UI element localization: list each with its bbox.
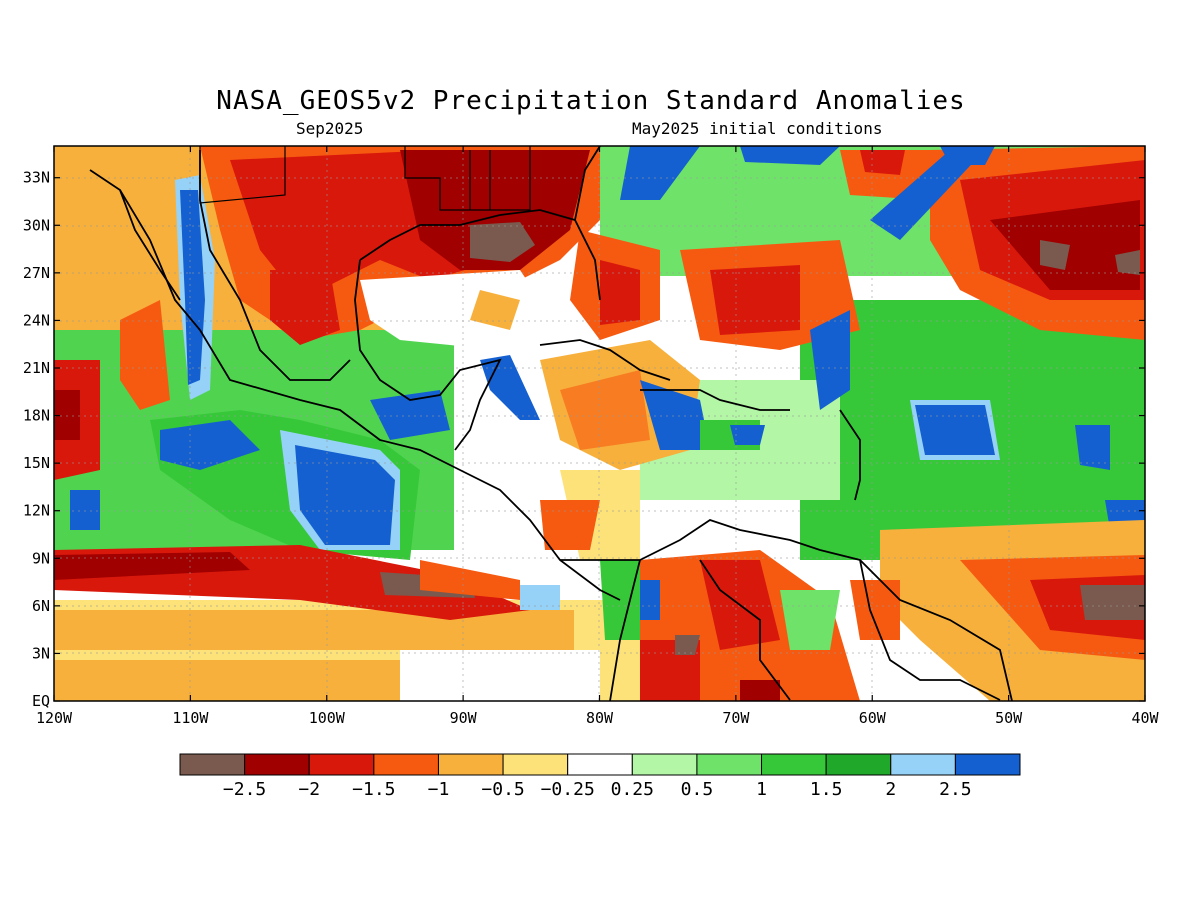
colorbar-label: −1 (428, 779, 450, 800)
colorbar-swatch (631, 753, 698, 776)
colorbar-swatch (825, 753, 892, 776)
longitude-tick-label: 110W (172, 709, 209, 727)
colorbar-label: −2 (298, 779, 320, 800)
colorbar-label: −1.5 (352, 779, 395, 800)
latitude-tick-label: 24N (23, 311, 50, 329)
latitude-tick-label: 21N (23, 359, 50, 377)
colorbar-label: 1.5 (810, 779, 843, 800)
colorbar-swatch (244, 753, 310, 776)
colorbar-label: 2 (885, 779, 896, 800)
valid-month-label: Sep2025 (296, 119, 364, 138)
colorbar-label: −0.5 (481, 779, 524, 800)
colorbar-label: −2.5 (223, 779, 266, 800)
longitude-axis: 120W 110W 100W 90W 80W 70W 60W 50W 40W (36, 146, 1160, 727)
latitude-tick-label: 33N (23, 169, 50, 187)
latitude-tick-label: 15N (23, 454, 50, 472)
latitude-tick-label: 6N (32, 597, 50, 615)
map-gridlines (54, 146, 1145, 701)
latitude-axis: EQ 3N 6N 9N 12N 15N 18N 21N 24N 27N 30N 33N (23, 169, 1145, 710)
longitude-tick-label: 100W (309, 709, 346, 727)
longitude-tick-label: 50W (995, 709, 1023, 727)
colorbar-label: 0.25 (611, 779, 654, 800)
latitude-tick-label: 27N (23, 264, 50, 282)
longitude-tick-label: 40W (1131, 709, 1159, 727)
colorbar-swatch (373, 753, 439, 776)
colorbar-label: 0.5 (681, 779, 714, 800)
colorbar-swatch (567, 753, 633, 776)
latitude-tick-label: 18N (23, 407, 50, 425)
longitude-tick-label: 70W (722, 709, 750, 727)
longitude-tick-label: 90W (450, 709, 478, 727)
colorbar: −2.5 −2 −1.5 −1 −0.5 −0.25 0.25 0.5 1 1.5 2 2.5 (179, 753, 1021, 800)
state-borders (199, 146, 531, 211)
latitude-tick-label: EQ (32, 692, 50, 710)
colorbar-swatch (179, 753, 246, 776)
colorbar-swatch (696, 753, 763, 776)
colorbar-label: −0.25 (541, 779, 595, 800)
colorbar-swatch (890, 753, 956, 776)
longitude-tick-label: 60W (859, 709, 887, 727)
colorbar-swatch (954, 753, 1021, 776)
colorbar-swatch (761, 753, 827, 776)
colorbar-label: 1 (756, 779, 767, 800)
latitude-tick-label: 9N (32, 549, 50, 567)
longitude-tick-label: 80W (586, 709, 614, 727)
map-title: NASA_GEOS5v2 Precipitation Standard Anom… (216, 86, 966, 116)
colorbar-swatch (437, 753, 504, 776)
longitude-tick-label: 120W (36, 709, 73, 727)
anomaly-field (54, 146, 1145, 701)
latitude-tick-label: 3N (32, 644, 50, 662)
colorbar-swatch (502, 753, 569, 776)
latitude-tick-label: 12N (23, 502, 50, 520)
init-conditions-label: May2025 initial conditions (632, 119, 883, 138)
coastlines (89, 146, 1013, 701)
colorbar-label: 2.5 (939, 779, 972, 800)
latitude-tick-label: 30N (23, 216, 50, 234)
colorbar-swatch (308, 753, 375, 776)
